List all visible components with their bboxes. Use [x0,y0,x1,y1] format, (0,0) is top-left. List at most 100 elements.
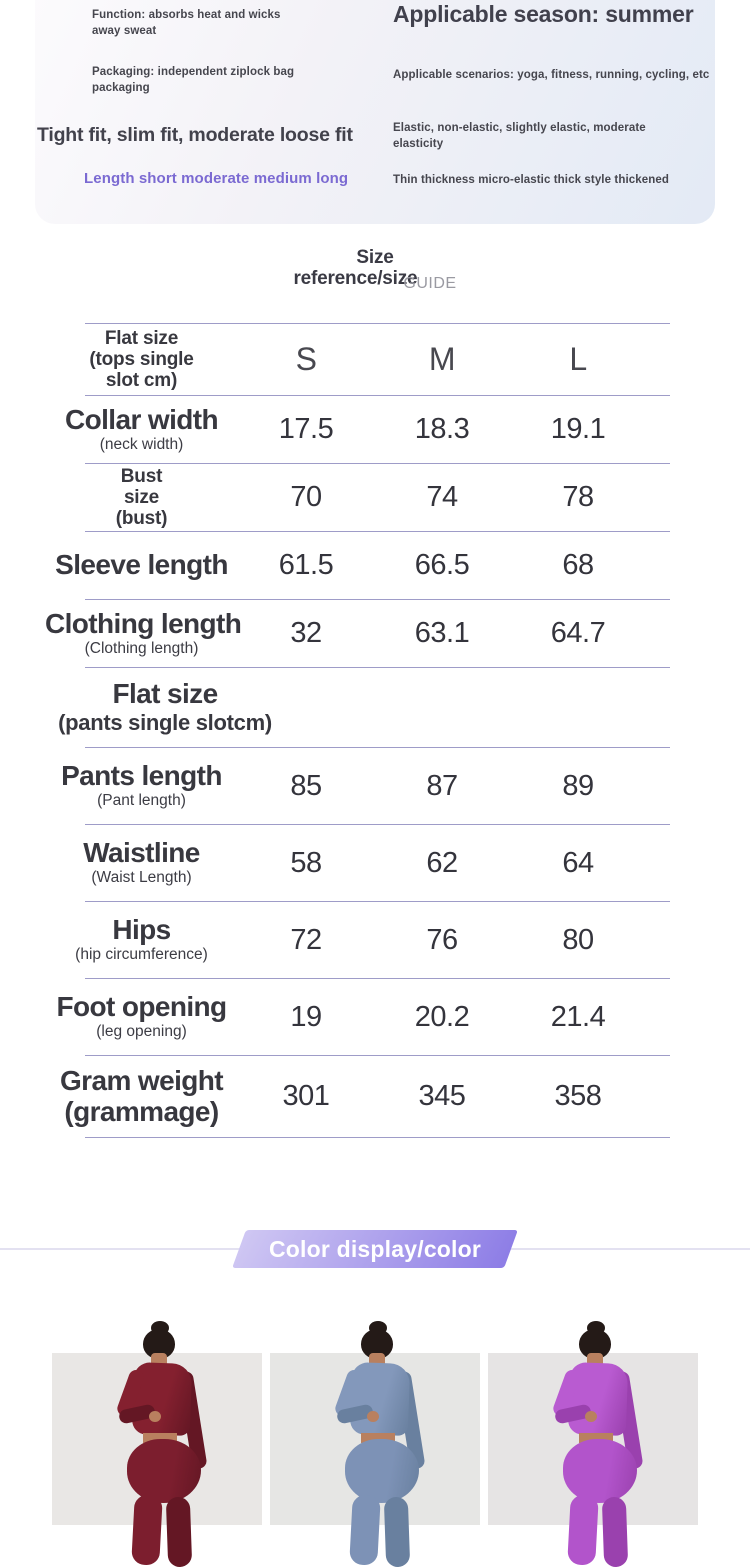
size-value-cell: 17.5 [278,413,334,445]
row-label: Flat size (pants single slotcm) [0,677,330,737]
color-banner: Color display/color [232,1230,518,1268]
size-value-cell: 66.5 [414,549,470,581]
model-hand [585,1411,597,1422]
model-waist-skin [361,1433,395,1443]
size-table-header-row: Flat size (tops single slot cm) S M L [85,323,670,395]
row-label-line: Collar width [64,403,219,435]
size-column-header: S [295,341,317,377]
size-guide-title: Size reference/sizeGUIDE [0,247,750,292]
row-label: Clothing length (Clothing length) [45,607,242,659]
row-label-line: (leg opening) [96,1023,187,1041]
size-value-cell: 70 [290,481,322,513]
row-label: Pants length (Pant length) [45,760,238,811]
row-label: Bust size (bust) [45,466,238,530]
row-label-line: Sleeve length [55,549,228,581]
model-leggings-hips [127,1439,201,1503]
model-leg-right [165,1496,193,1567]
size-table-row: Bust size (bust) 70 74 78 [85,463,670,531]
size-value-cell: 63.1 [414,617,470,649]
row-label-line: (hip circumference) [75,946,208,964]
row-label-line: (Waist Length) [91,869,192,887]
color-banner-label: Color display/color [268,1236,482,1262]
model-figure [295,1321,455,1567]
size-guide-watermark: GUIDE [403,275,457,292]
size-table-row: Hips (hip circumference) 72 76 80 [75,901,670,978]
size-value-cell: 87 [426,769,458,802]
size-value-cell: 358 [554,1080,602,1112]
model-hand [149,1411,161,1422]
model-figure [513,1321,673,1567]
size-value-cell: 72 [290,923,322,956]
size-table-row: Foot opening (leg opening) 19 20.2 21.4 [56,978,670,1055]
row-label: Gram weight (grammage) [45,1065,238,1127]
row-label-line: (pants single slotcm) [58,709,272,735]
row-label-line: size [123,486,160,508]
product-photo-2 [270,1321,480,1567]
attr-fit: Tight fit, slim fit, moderate loose fit [37,124,353,146]
size-column-header: L [569,341,587,377]
size-table-row: Gram weight (grammage) 301 345 358 [60,1055,670,1138]
size-value-cell: 74 [426,481,458,513]
size-table-row: Collar width (neck width) 17.5 18.3 19.1 [65,395,670,463]
size-value-cell: 32 [290,617,322,649]
size-table-row: Waistline (Waist Length) 58 62 64 [83,824,670,901]
size-value-cell: 85 [290,769,322,802]
model-leggings-hips [345,1439,419,1503]
row-label-line: Clothing length [45,607,242,639]
size-value-cell: 62 [426,846,458,879]
size-table-section-row: Flat size (pants single slotcm) [58,667,670,747]
size-table-row: Clothing length (Clothing length) 32 63.1 64… [45,599,670,667]
product-attributes-card: Function: absorbs heat and wicks away sw… [35,0,715,224]
attr-season: Applicable season: summer [393,1,694,27]
row-label-line: (neck width) [99,435,184,453]
model-leg-right [601,1496,629,1567]
row-label-line: Flat size [112,677,218,709]
size-value-cell: 58 [290,846,322,879]
row-label-line: Pants length [61,760,222,792]
row-label-line: Bust [120,465,163,487]
model-waist-skin [143,1433,177,1443]
size-table: Flat size (tops single slot cm) S M L Collar w… [45,323,670,1138]
size-value-cell: 19 [290,1000,322,1033]
row-label-line: Hips [112,914,171,946]
color-photos [52,1321,698,1567]
size-table-row: Sleeve length 61.5 66.5 68 [55,531,670,599]
row-label-line: Waistline [83,837,200,869]
size-value-cell: 64 [562,846,594,879]
length-options: Length short moderate medium long [84,170,349,187]
row-label-line: (Clothing length) [84,639,199,657]
product-photo-1 [52,1321,262,1567]
size-value-cell: 80 [562,923,594,956]
size-value-cell: 301 [282,1080,330,1112]
model-figure [77,1321,237,1567]
row-label-line: Gram weight [60,1065,224,1097]
size-value-cell: 68 [562,549,594,581]
size-table-row: Pants length (Pant length) 85 87 89 [61,747,670,824]
attr-scenarios: Applicable scenarios: yoga, fitness, run… [393,69,710,81]
attr-function: Function: absorbs heat and wicks away sw… [92,9,281,37]
attr-elasticity: Elastic, non-elastic, slightly elastic, … [393,122,646,150]
size-value-cell: 21.4 [550,1000,606,1033]
size-value-cell: 61.5 [278,549,334,581]
size-value-cell: 76 [426,923,458,956]
row-label: Sleeve length [45,550,238,580]
row-label-line: (tops single [89,348,194,370]
size-value-cell: 18.3 [414,413,470,445]
row-label-line: (bust) [115,508,168,530]
size-value-cell: 89 [562,769,594,802]
row-label-line: (grammage) [64,1095,219,1127]
row-label: Collar width (neck width) [45,403,238,455]
size-guide-title-line1: Size [356,247,394,268]
size-value-cell: 20.2 [414,1000,470,1033]
size-value-cell: 64.7 [550,617,606,649]
product-photo-3 [488,1321,698,1567]
size-value-cell: 345 [418,1080,466,1112]
row-label-line: (Pant length) [97,792,186,810]
model-leg-right [383,1496,411,1567]
size-guide-title-line2: reference/sizeGUIDE [293,268,457,292]
row-label: Flat size (tops single slot cm) [45,328,238,392]
size-column-header: M [428,341,456,377]
model-waist-skin [579,1433,613,1443]
model-leggings-hips [563,1439,637,1503]
model-leg-left [567,1494,599,1566]
